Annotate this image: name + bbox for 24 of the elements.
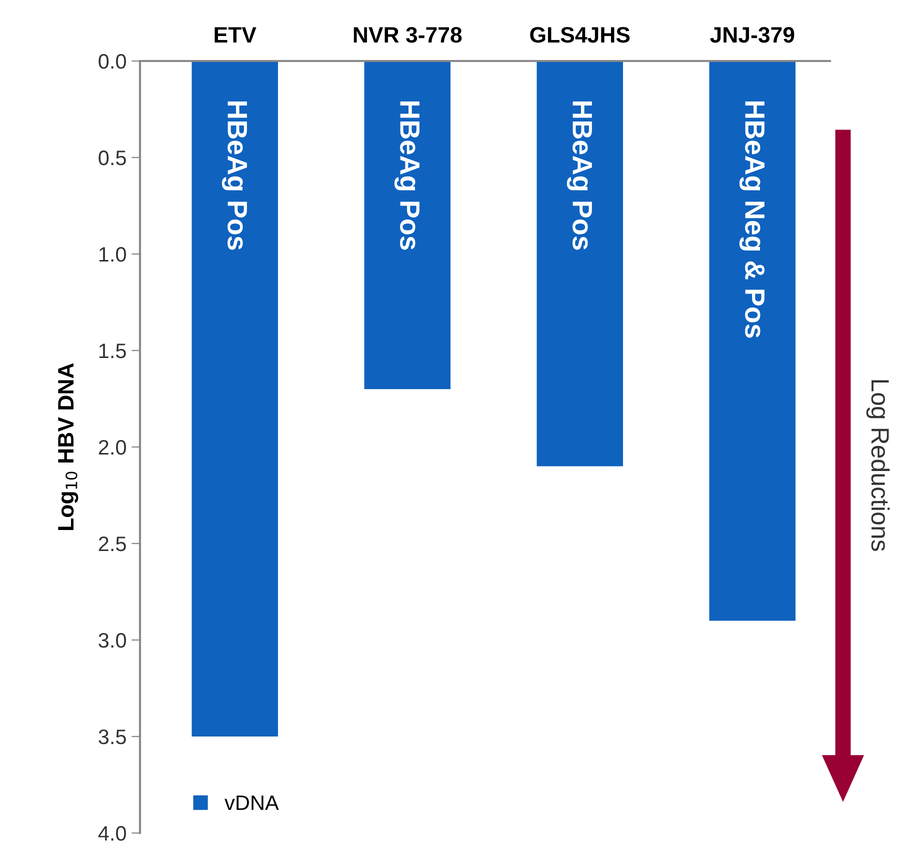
bar <box>536 61 623 466</box>
y-tick-label: 3.5 <box>98 730 126 744</box>
y-tick-label: 4.0 <box>98 826 126 841</box>
annotation: HBeAg Pos <box>394 101 420 250</box>
x-tick-label: NVR 3-778 <box>354 26 462 43</box>
y-tick-label: 0.5 <box>98 150 126 166</box>
legend-label: vDNA <box>224 796 279 810</box>
bar <box>709 61 796 621</box>
bar <box>192 61 278 736</box>
annotation: HBeAg Neg & Pos <box>739 101 765 338</box>
y-tick-label: 1.0 <box>99 247 126 262</box>
y-tick-label: 0.0 <box>98 54 126 69</box>
x-tick-label: JNJ-379 <box>710 26 794 43</box>
annotation: HBeAg Pos <box>222 101 247 250</box>
x-tick-label: GLS4JHS <box>530 26 630 43</box>
bar <box>364 61 450 390</box>
x-tick-label: ETV <box>214 27 256 42</box>
y-tick-label: 2.0 <box>98 440 126 455</box>
y-tick-label: 3.0 <box>98 633 126 648</box>
y-tick-label: 2.5 <box>98 536 126 552</box>
text: Log Reductions <box>866 380 890 551</box>
annotation: HBeAg Pos <box>566 101 592 250</box>
y-axis-title: Log$_{10}$ HBV DNA <box>58 363 78 530</box>
y-tick-label: 1.5 <box>99 344 126 358</box>
